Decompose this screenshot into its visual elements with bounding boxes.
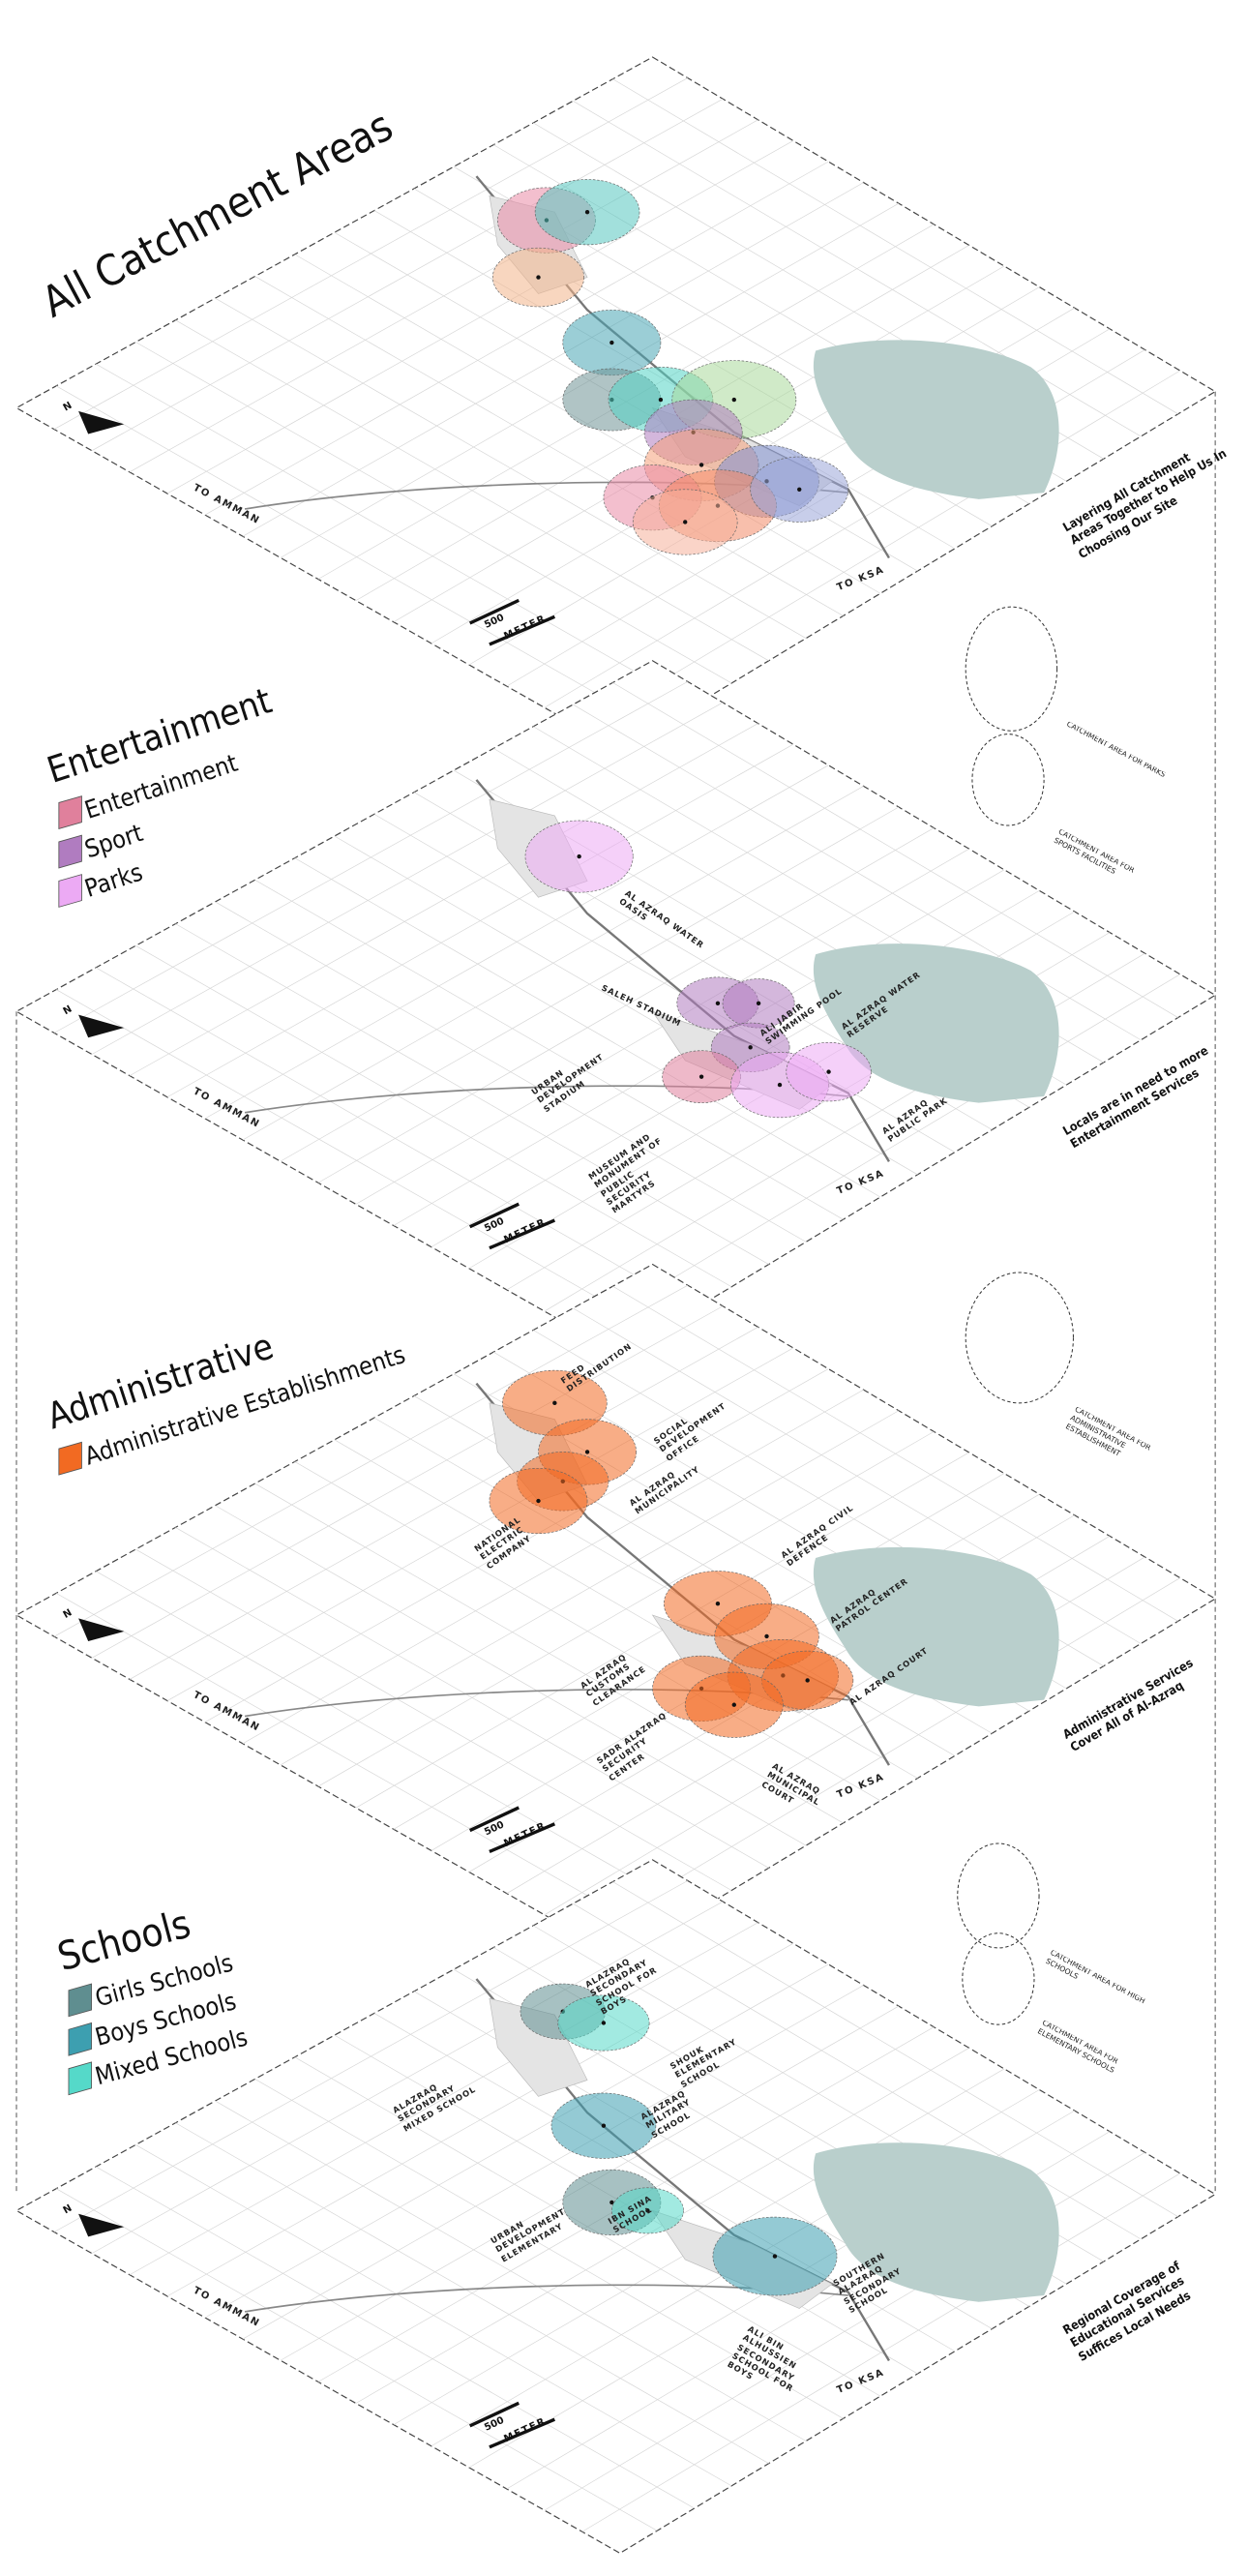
facility-point — [601, 2021, 607, 2025]
facility-point — [731, 1702, 736, 1707]
grid-line — [573, 1902, 1142, 2240]
north-label: N — [62, 2203, 74, 2217]
facility-point — [552, 1400, 557, 1406]
grid-line — [581, 973, 1180, 1333]
north-arrow — [78, 1014, 125, 1038]
facility-point — [772, 2254, 778, 2259]
facility-point — [777, 1082, 783, 1088]
grid-line — [612, 78, 1178, 415]
lake — [813, 944, 1059, 1103]
legend-swatch — [58, 874, 82, 908]
grid-line — [373, 2013, 956, 2352]
grid-line — [317, 827, 935, 1183]
north-arrow — [78, 410, 125, 434]
key-circle — [965, 1272, 1074, 1404]
facility-point — [797, 487, 802, 492]
facility-point — [683, 520, 688, 524]
grid-line — [612, 1881, 1178, 2217]
legend-swatch — [68, 2061, 92, 2096]
facility-point — [577, 854, 581, 859]
layer-plane — [15, 660, 1217, 1355]
grid-line — [317, 1431, 935, 1787]
grid-line — [573, 101, 1142, 437]
facility-point — [748, 1045, 753, 1050]
north-label: N — [62, 401, 74, 414]
facility-point — [805, 1678, 810, 1683]
scale-bar — [468, 1806, 556, 1854]
facility-point — [731, 397, 736, 403]
grid-line — [373, 814, 956, 1153]
facility-point — [584, 1450, 590, 1454]
legend-swatch — [58, 834, 82, 869]
facility-point — [715, 1001, 721, 1006]
lake — [813, 1546, 1059, 1707]
facility-point — [658, 397, 664, 403]
key-circle — [962, 1932, 1035, 2025]
grid-line — [581, 1577, 1180, 1937]
facility-point — [536, 275, 541, 280]
grid-line — [581, 370, 1180, 730]
north-arrow — [78, 2213, 125, 2237]
scale-bar — [468, 1202, 556, 1250]
key-circle — [965, 606, 1058, 732]
facility-point — [698, 1074, 704, 1079]
legend-swatch — [58, 795, 82, 829]
grid-line — [573, 704, 1142, 1041]
facility-point — [584, 209, 590, 215]
grid-line — [612, 1285, 1178, 1622]
grid-line — [573, 1307, 1142, 1644]
facility-point — [698, 463, 704, 467]
facility-point — [764, 1633, 769, 1639]
key-circle — [957, 1842, 1040, 1949]
lake — [813, 340, 1059, 499]
grid-line — [373, 1417, 956, 1756]
scale-bar — [468, 2401, 556, 2449]
north-label: N — [62, 1607, 74, 1621]
layer-plane — [15, 1263, 1217, 1959]
north-arrow — [78, 1618, 125, 1641]
facility-point — [609, 2200, 614, 2205]
north-label: N — [62, 1003, 74, 1017]
facility-point — [601, 2123, 607, 2128]
facility-point — [826, 1069, 831, 1074]
facility-point — [609, 340, 614, 345]
grid-line — [581, 2172, 1180, 2532]
legend-swatch — [58, 1441, 82, 1476]
lake — [813, 2142, 1059, 2302]
facility-point — [536, 1498, 541, 1504]
facility-point — [715, 1602, 721, 1606]
legend-swatch — [68, 1983, 92, 2018]
legend-swatch — [68, 2022, 92, 2056]
facility-point — [645, 2208, 650, 2213]
grid-line — [612, 682, 1178, 1018]
facility-point — [756, 1001, 761, 1006]
scale-bar — [468, 598, 556, 646]
